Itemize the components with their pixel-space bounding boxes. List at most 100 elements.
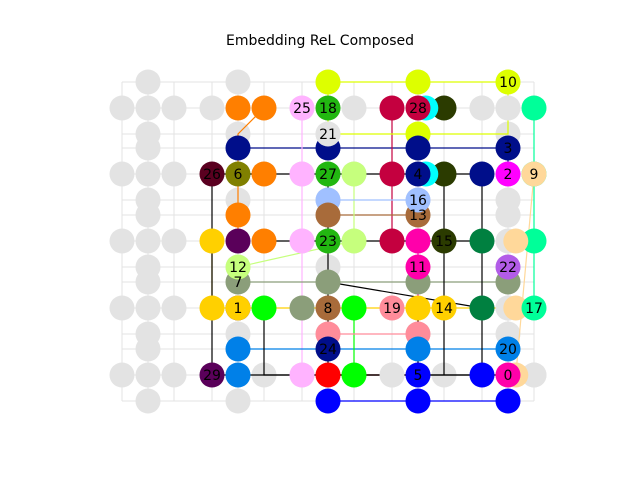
node-label: 24 [319,342,337,358]
labeled-node [495,362,521,388]
node-label: 19 [383,301,401,317]
labeled-node [315,228,341,254]
labeled-node [521,295,547,321]
chain-edge [211,173,483,376]
chain-node [521,95,547,121]
chain-node [251,161,277,187]
node-label: 20 [499,342,517,358]
labeled-node [225,254,251,280]
labeled-node [405,95,431,121]
node-label: 2 [504,167,513,183]
labeled-node [495,254,521,280]
chain-node [495,202,521,228]
chain-node [379,161,405,187]
labeled-node [495,135,521,161]
chain-node [251,295,277,321]
chain-node [225,362,251,388]
node-label: 12 [229,260,247,276]
grid-node [341,95,367,121]
labeled-node [315,295,341,321]
chain-node [469,161,495,187]
grid-node [135,295,161,321]
node-label: 0 [504,368,513,384]
grid-node [199,95,225,121]
chain-node [405,228,431,254]
chain-node [379,228,405,254]
chain-node [225,135,251,161]
labeled-node [199,161,225,187]
labeled-node [405,187,431,213]
labeled-node [405,161,431,187]
labeled-node [405,254,431,280]
labeled-node [521,161,547,187]
grid-node [135,161,161,187]
grid-node [135,362,161,388]
chain-node [289,228,315,254]
chain-node [503,228,529,254]
grid-node [135,228,161,254]
labeled-node [379,295,405,321]
grid-node [135,121,161,147]
labeled-node [315,336,341,362]
node-label: 25 [293,101,311,117]
chain-node [521,228,547,254]
labeled-node [431,228,457,254]
chain-node [341,161,367,187]
grid-node [225,388,251,414]
labeled-node [405,362,431,388]
node-label: 26 [203,167,221,183]
labeled-node [495,69,521,95]
node-label: 18 [319,101,337,117]
chain-node [251,95,277,121]
node-layer [199,69,547,414]
node-label: 10 [499,75,517,91]
labeled-node [315,95,341,121]
node-label: 6 [234,167,243,183]
chain-node [469,228,495,254]
chain-node [341,295,367,321]
chain-node [225,336,251,362]
node-label: 3 [504,141,513,157]
labeled-node [495,161,521,187]
chain-node [315,269,341,295]
chain-node [225,228,251,254]
chain-node [289,362,315,388]
node-label: 14 [435,301,453,317]
node-label: 5 [414,368,423,384]
grid-node [161,295,187,321]
node-label: 4 [414,167,423,183]
chain-node [341,228,367,254]
chain-node [199,228,225,254]
grid-node [109,295,135,321]
chain-node [225,202,251,228]
chain-node [315,69,341,95]
chain-node [225,95,251,121]
grid-node [109,228,135,254]
node-label: 21 [319,127,337,143]
grid-node [135,187,161,213]
chain-node [405,295,431,321]
chain-node [521,362,547,388]
node-label: 27 [319,167,337,183]
chain-node [405,135,431,161]
node-label: 13 [409,208,427,224]
chain-edge [327,281,483,309]
node-label: 7 [234,275,243,291]
chain-edge [238,147,509,174]
chain-node [495,388,521,414]
grid-node [135,95,161,121]
chain-node [379,362,405,388]
node-label: 1 [234,301,243,317]
label-layer: 0123456789101112131415161718192021222324… [203,75,543,384]
labeled-node [315,121,341,147]
chain-node [431,95,457,121]
grid-node [161,362,187,388]
grid-node [135,321,161,347]
node-label: 23 [319,234,337,250]
chain-node [379,95,405,121]
chain-node [469,295,495,321]
grid-node [135,388,161,414]
grid-node [109,362,135,388]
node-label: 11 [409,260,427,276]
